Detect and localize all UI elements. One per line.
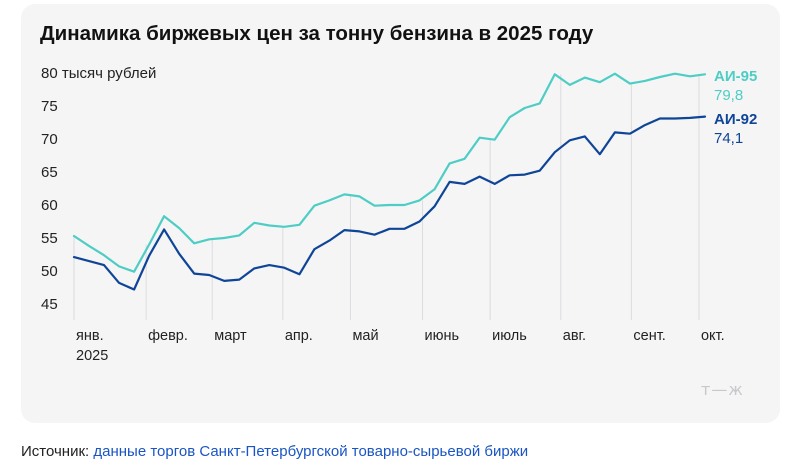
x-axis: янв. 2025 февр. март апр. май июнь июль авг. сент… [76, 328, 725, 364]
x-tick-label: май [352, 328, 378, 344]
chart-card [21, 4, 780, 423]
series-lines [72, 72, 707, 291]
x-tick-label: авг. [563, 328, 586, 344]
y-tick-label: 65 [41, 164, 58, 181]
series-name-label: АИ-92 [714, 111, 757, 128]
x-gridlines [73, 74, 700, 320]
x-tick-label: сент. [633, 328, 665, 344]
x-tick-label: июль [492, 328, 527, 344]
x-tick-label: апр. [285, 328, 313, 344]
y-tick-label: 80 тысяч рублей [41, 65, 156, 82]
x-tick-label: июнь [425, 328, 460, 344]
x-tick-sublabel: 2025 [76, 348, 108, 364]
series-last-value: 74,1 [714, 130, 743, 147]
brand-watermark: т—ж [701, 380, 744, 399]
y-tick-label: 75 [41, 98, 58, 115]
source-label: Источник: [21, 443, 90, 460]
y-tick-label: 45 [41, 296, 58, 313]
x-tick-label: янв. [76, 328, 104, 344]
x-tick-label: окт. [701, 328, 725, 344]
y-tick-label: 60 [41, 197, 58, 214]
series-line-ai92 [72, 115, 707, 291]
series-labels: АИ-95 79,8 АИ-92 74,1 [714, 68, 757, 147]
y-tick-label: 70 [41, 131, 58, 148]
source-note: Источник: данные торгов Санкт-Петербургс… [21, 443, 528, 460]
series-name-label: АИ-95 [714, 68, 757, 85]
series-line-ai95 [72, 72, 707, 273]
chart-title: Динамика биржевых цен за тонну бензина в… [40, 22, 594, 45]
source-link[interactable]: данные торгов Санкт-Петербургской товарн… [93, 443, 529, 460]
series-last-value: 79,8 [714, 87, 743, 104]
x-tick-label: март [214, 328, 247, 344]
y-tick-label: 55 [41, 230, 58, 247]
y-tick-label: 50 [41, 263, 58, 280]
x-tick-label: февр. [148, 328, 188, 344]
y-axis: 45 50 55 60 65 70 75 80 тысяч рублей [41, 65, 156, 313]
